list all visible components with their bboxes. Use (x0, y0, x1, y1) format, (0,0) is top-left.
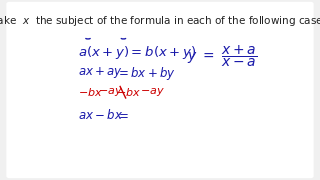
Text: $-ay$: $-ay$ (98, 86, 123, 98)
Text: $-ay$: $-ay$ (140, 86, 165, 98)
Text: $ax + ay$: $ax + ay$ (78, 65, 123, 80)
Text: $= bx + by$: $= bx + by$ (116, 65, 175, 82)
Text: $ax - bx$: $ax - bx$ (78, 108, 123, 122)
Text: $a(x + y) = b(x + y)$: $a(x + y) = b(x + y)$ (78, 44, 196, 61)
Text: $y\ =\ \dfrac{x + a}{x - a}$: $y\ =\ \dfrac{x + a}{x - a}$ (187, 44, 257, 69)
Text: $-bx$: $-bx$ (78, 86, 103, 98)
Text: $-bx$: $-bx$ (116, 86, 141, 98)
Text: $=$: $=$ (116, 108, 129, 121)
Text: Make  $x$  the subject of the formula in each of the following cases:: Make $x$ the subject of the formula in e… (0, 14, 320, 28)
